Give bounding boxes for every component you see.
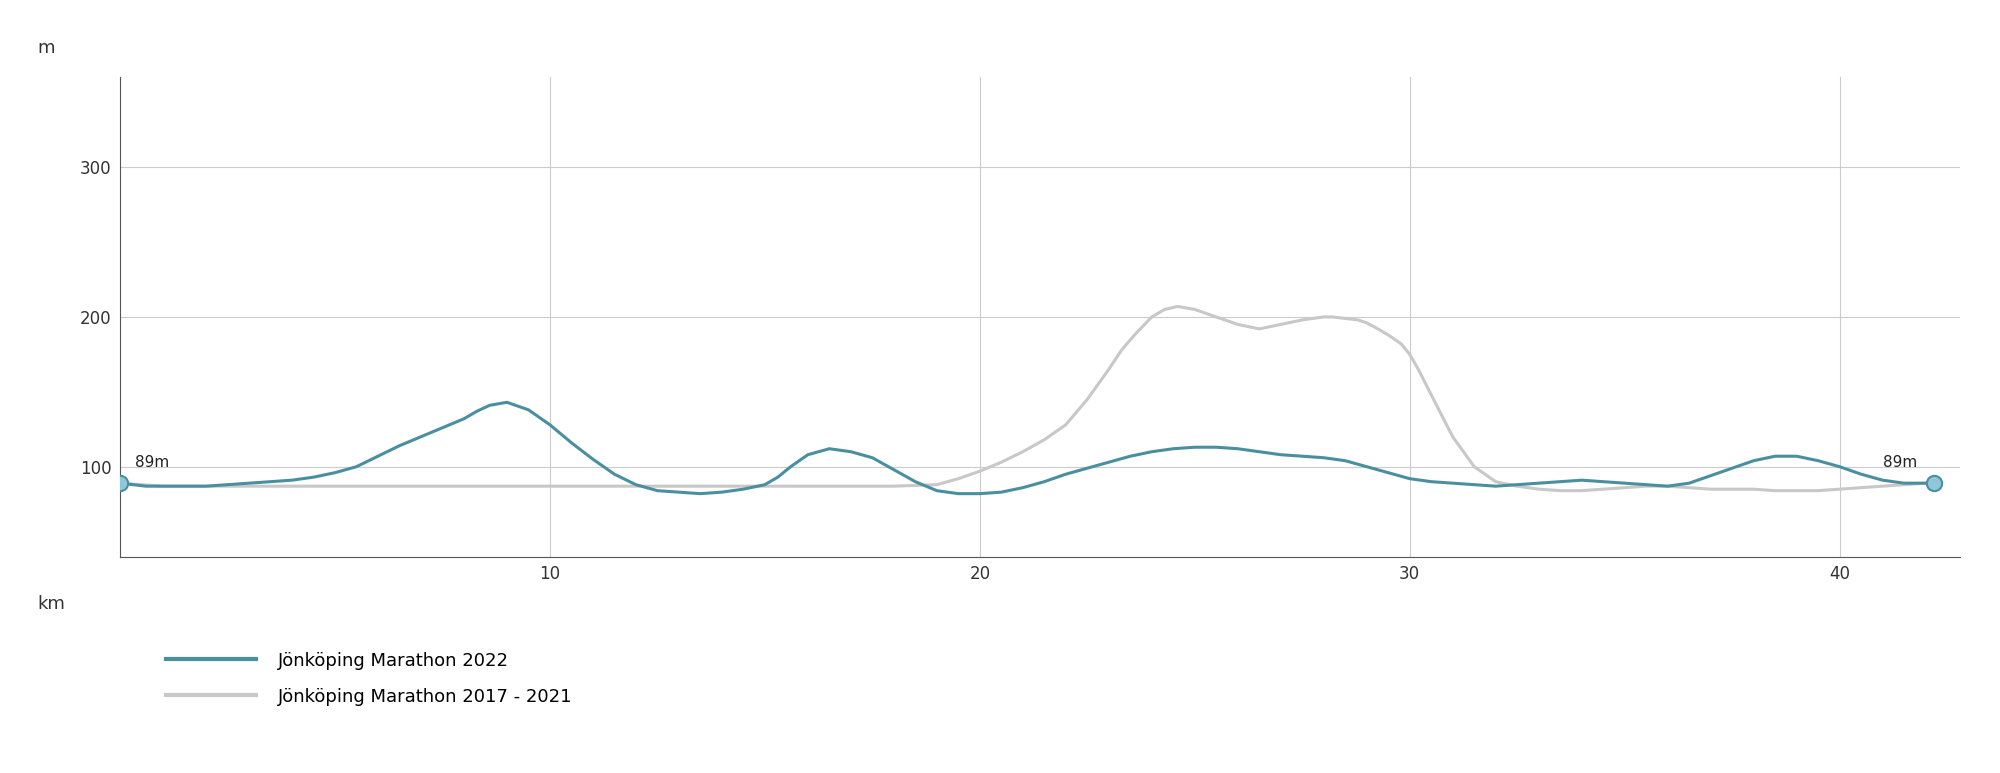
Text: km: km — [38, 595, 66, 613]
Text: 89m: 89m — [1882, 455, 1918, 470]
Text: 89m: 89m — [136, 455, 170, 470]
Text: m: m — [38, 39, 54, 57]
Legend: Jönköping Marathon 2022, Jönköping Marathon 2017 - 2021: Jönköping Marathon 2022, Jönköping Marat… — [166, 652, 572, 707]
